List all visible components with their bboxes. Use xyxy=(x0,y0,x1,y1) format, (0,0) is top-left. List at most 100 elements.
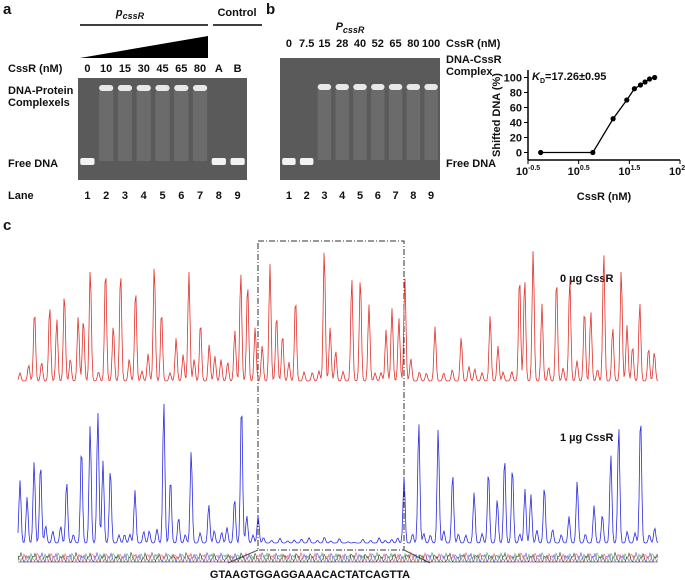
promoter: pcssR xyxy=(115,7,145,21)
complex-band xyxy=(424,84,438,90)
log-base: 10 xyxy=(618,166,630,178)
promoter: PcssR xyxy=(336,21,365,35)
conc-value: 0 xyxy=(286,38,292,50)
kd-subscript: D xyxy=(540,78,545,85)
lane-number: 5 xyxy=(159,190,165,202)
free-band xyxy=(80,158,95,165)
conc-value: 10 xyxy=(100,63,112,75)
free-band xyxy=(299,158,314,165)
y-tick-label: 0 xyxy=(516,148,522,160)
free-label: Free DNA xyxy=(8,158,58,170)
y-axis-label: Shifted DNA (%) xyxy=(491,73,503,157)
y-tick-label: 20 xyxy=(510,133,522,145)
conc-value: B xyxy=(234,63,242,75)
log-base: 10 xyxy=(516,166,528,178)
data-point xyxy=(624,97,630,103)
data-point xyxy=(642,79,648,85)
data-point xyxy=(590,149,596,156)
conc-value: 0 xyxy=(84,63,90,75)
lane-smear xyxy=(317,90,332,160)
y-tick-label: 40 xyxy=(510,118,522,130)
chromatogram xyxy=(17,251,659,382)
complex-band xyxy=(388,84,403,90)
chromatogram xyxy=(17,403,659,544)
lane-number: 9 xyxy=(235,190,241,202)
conc-value: 28 xyxy=(336,38,348,50)
panel-label: a xyxy=(3,1,12,18)
connector xyxy=(227,549,259,564)
lane-number: 4 xyxy=(339,190,346,202)
gradient-wedge xyxy=(80,36,208,58)
trace-label: 0 µg CssR xyxy=(560,273,613,285)
lane-smear xyxy=(99,91,114,161)
free-band xyxy=(282,158,296,165)
lane-number: 3 xyxy=(321,190,327,202)
complex-band xyxy=(335,84,349,90)
lane-label: Lane xyxy=(8,190,34,202)
log-base: 10 xyxy=(568,166,580,178)
lane-number: 1 xyxy=(286,190,292,202)
basecall-trace xyxy=(17,551,659,563)
lane-smear xyxy=(155,91,170,161)
x-axis-label: CssR (nM) xyxy=(577,191,632,203)
lane-number: 3 xyxy=(122,190,128,202)
highlight-box xyxy=(257,240,405,551)
lane-number: 2 xyxy=(103,190,109,202)
kd-symbol: K xyxy=(532,71,541,83)
complex-band xyxy=(371,84,385,90)
complex-band xyxy=(353,84,367,90)
y-tick-label: 100 xyxy=(504,73,522,85)
conc-value: 80 xyxy=(194,63,206,75)
data-point xyxy=(652,74,658,81)
complex-label: DNA-CssR xyxy=(446,54,502,66)
conc-value: A xyxy=(215,63,223,75)
promoter-subscript: cssR xyxy=(343,25,365,35)
complex-band xyxy=(174,85,189,91)
y-tick-label: 60 xyxy=(510,103,522,115)
lane-smear xyxy=(353,90,367,160)
lane-number: 8 xyxy=(410,190,416,202)
complex-band xyxy=(406,84,421,90)
kd-text: =17.26±0.95 xyxy=(545,71,606,83)
lane-number: 5 xyxy=(357,190,363,202)
complex-band xyxy=(136,85,151,91)
conc-value: 15 xyxy=(318,38,330,50)
x-tick-label: 100.5 xyxy=(568,165,590,178)
lane-number: 7 xyxy=(197,190,203,202)
lane-smear xyxy=(192,91,208,161)
complex-label: DNA-Protein xyxy=(8,85,74,97)
conc-value: 52 xyxy=(372,38,384,50)
promoter-subscript: cssR xyxy=(123,11,145,21)
complex-band xyxy=(317,84,332,90)
x-tick-label: 102.5 xyxy=(669,165,685,178)
sequence: GTAAGTGGAGGAAACACTATCAGTTA xyxy=(210,569,410,580)
lane-number: 4 xyxy=(141,190,148,202)
lane-number: 6 xyxy=(375,190,381,202)
exponent: 2.5 xyxy=(681,165,685,172)
control-label: Control xyxy=(217,7,256,19)
lane-number: 8 xyxy=(216,190,222,202)
complex-label: Complex xyxy=(446,66,493,78)
lane-smear xyxy=(335,90,349,160)
conc-value: 80 xyxy=(407,38,419,50)
lane-smear xyxy=(117,91,133,161)
exponent: -0.5 xyxy=(528,165,540,172)
trace-label: 1 µg CssR xyxy=(560,432,613,444)
conc-value: 65 xyxy=(389,38,401,50)
free-label: Free DNA xyxy=(446,158,496,170)
x-tick-label: 101.5 xyxy=(618,165,640,178)
lane-number: 2 xyxy=(304,190,310,202)
conc-label: CssR (nM) xyxy=(8,63,63,75)
free-band xyxy=(211,158,226,165)
conc-value: 7.5 xyxy=(299,38,314,50)
free-band xyxy=(230,158,245,165)
data-point xyxy=(538,149,544,156)
complex-band xyxy=(155,85,170,91)
lane-smear xyxy=(388,90,403,160)
conc-value: 30 xyxy=(138,63,150,75)
promoter-symbol: p xyxy=(115,7,123,19)
complex-band xyxy=(192,85,208,91)
lane-smear xyxy=(174,91,189,161)
conc-value: 100 xyxy=(422,38,440,50)
